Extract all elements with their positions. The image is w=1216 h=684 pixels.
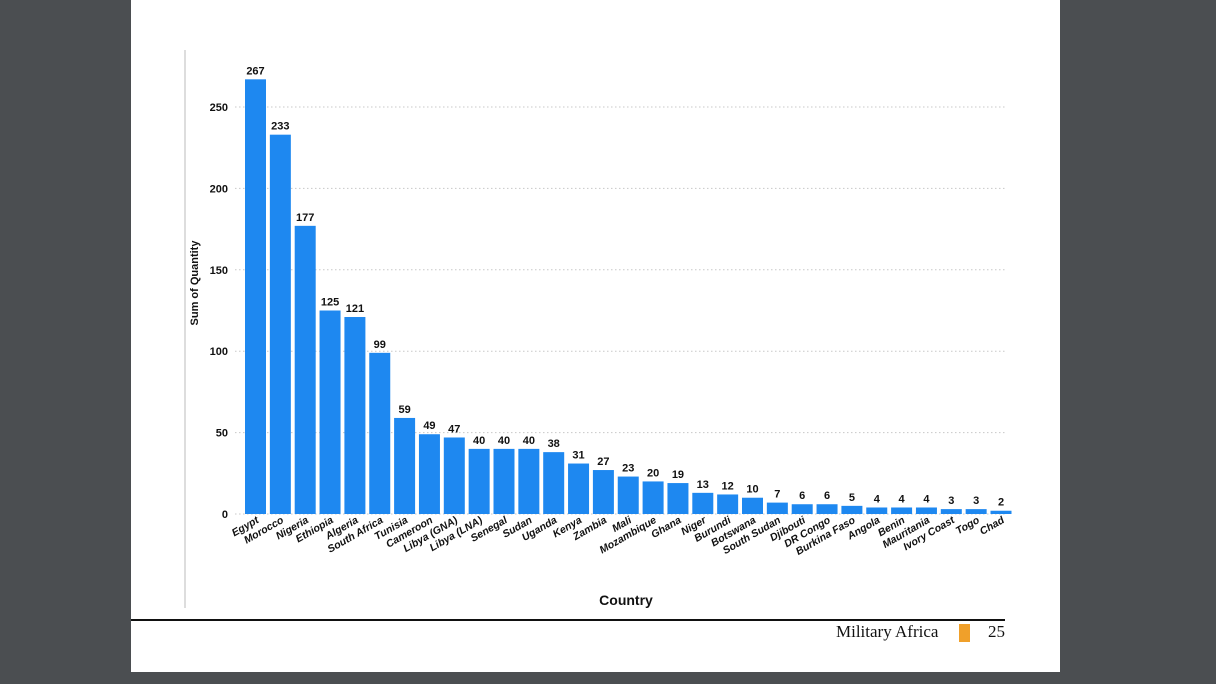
bar [915, 507, 937, 514]
data-label: 177 [296, 212, 314, 224]
data-label: 13 [697, 479, 709, 491]
data-label: 7 [774, 489, 780, 501]
bar [592, 470, 614, 514]
data-label: 12 [722, 480, 734, 492]
data-label: 3 [973, 495, 979, 507]
data-label: 40 [498, 435, 510, 447]
data-label: 3 [948, 495, 954, 507]
bar [667, 483, 689, 514]
data-label: 4 [923, 493, 930, 505]
data-label: 267 [246, 65, 264, 77]
bar [692, 492, 714, 514]
y-axis-title: Sum of Quantity [189, 240, 201, 326]
bar [816, 504, 838, 514]
page-number: 25 [988, 622, 1005, 641]
data-label: 49 [423, 420, 435, 432]
data-label: 40 [523, 435, 535, 447]
data-label: 125 [321, 297, 339, 309]
bar [369, 352, 391, 514]
bar [443, 437, 465, 514]
bar [617, 476, 639, 514]
bar [965, 509, 987, 514]
bar [493, 448, 515, 514]
bar [568, 463, 590, 514]
bar [344, 317, 366, 514]
data-label: 47 [448, 423, 460, 435]
y-tick-label: 50 [216, 428, 228, 440]
data-label: 31 [572, 450, 584, 462]
bar [518, 448, 540, 514]
y-tick-label: 150 [210, 265, 228, 277]
bar [245, 79, 266, 514]
bar [742, 497, 763, 514]
data-label: 4 [899, 493, 906, 505]
y-tick-label: 200 [210, 183, 228, 195]
data-label: 6 [799, 490, 805, 502]
bar [841, 505, 863, 514]
bar [418, 434, 440, 514]
bar [891, 507, 913, 514]
bar [543, 452, 565, 514]
bar [990, 510, 1012, 514]
y-tick-label: 250 [210, 102, 228, 114]
bar [940, 509, 962, 514]
data-label: 20 [647, 467, 659, 479]
bar [791, 504, 813, 514]
bar [394, 417, 416, 514]
y-tick-label: 100 [210, 346, 228, 358]
data-label: 121 [346, 303, 364, 315]
data-label: 23 [622, 463, 634, 475]
data-label: 4 [874, 493, 881, 505]
data-label: 233 [271, 121, 289, 133]
data-label: 6 [824, 490, 830, 502]
y-tick-label: 0 [222, 509, 228, 521]
data-label: 38 [548, 438, 560, 450]
footer-title: Military Africa [836, 622, 939, 641]
data-label: 99 [374, 339, 386, 351]
data-label: 19 [672, 469, 684, 481]
x-axis-title: Country [599, 592, 653, 608]
data-label: 5 [849, 492, 855, 504]
bar [866, 507, 888, 514]
x-tick-label: Togo [954, 514, 982, 537]
footer-rule [131, 619, 1005, 621]
bar [642, 481, 664, 514]
bar [319, 310, 341, 514]
bar [294, 225, 316, 514]
data-label: 27 [597, 456, 609, 468]
bar [468, 448, 490, 514]
bar [717, 494, 739, 514]
data-label: 10 [746, 484, 758, 496]
bar [269, 134, 291, 514]
data-label: 2 [998, 497, 1004, 509]
bar [766, 502, 788, 514]
x-tick-label: Chad [978, 514, 1007, 538]
data-label: 40 [473, 435, 485, 447]
footer-accent-mark [959, 624, 970, 642]
data-label: 59 [398, 404, 410, 416]
